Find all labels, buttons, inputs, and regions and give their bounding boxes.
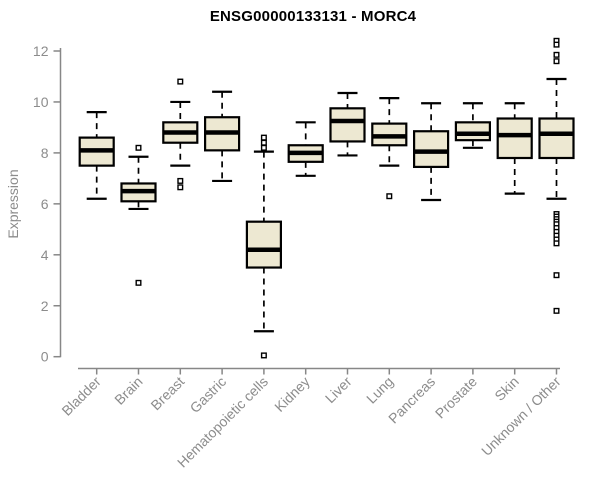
x-tick-label: Prostate	[432, 373, 480, 421]
box-liver	[329, 107, 366, 143]
x-tick-label: Bladder	[58, 373, 104, 419]
x-tick-label: Liver	[322, 373, 355, 406]
x-tick-label-group: Bladder	[58, 373, 104, 419]
outlier-breast	[177, 177, 184, 184]
y-tick-label: 2	[41, 298, 49, 314]
outlier-unknown-other	[553, 58, 560, 65]
box-prostate	[454, 121, 491, 142]
chart-title: ENSG00000133131 - MORC4	[209, 8, 417, 25]
y-tick-label: 10	[33, 94, 49, 110]
outlier-brain	[135, 144, 142, 151]
x-tick-label-group: Brain	[111, 373, 145, 407]
box-skin	[496, 117, 533, 160]
outlier-unknown-other	[553, 240, 560, 247]
outlier-lung	[386, 193, 393, 200]
x-tick-label: Brain	[111, 373, 145, 407]
outlier-breast	[177, 184, 184, 191]
x-tick-label-group: Unknown / Other	[478, 373, 564, 459]
x-tick-label: Unknown / Other	[478, 373, 564, 459]
x-tick-label: Skin	[491, 373, 522, 404]
box-pancreas	[413, 130, 450, 169]
x-tick-label: Lung	[363, 373, 396, 406]
y-tick-label: 8	[41, 145, 49, 161]
x-tick-label-group: Prostate	[432, 373, 480, 421]
x-tick-label-group: Lung	[363, 373, 396, 406]
x-tick-label-group: Kidney	[271, 373, 313, 415]
outlier-hematopoietic-cells	[260, 139, 267, 146]
box-unknown-other	[538, 117, 575, 160]
outlier-unknown-other	[553, 41, 560, 48]
outlier-breast	[177, 78, 184, 85]
x-tick-label-group: Breast	[147, 373, 187, 413]
outlier-hematopoietic-cells	[260, 134, 267, 141]
outlier-unknown-other	[553, 307, 560, 314]
y-tick-label: 6	[41, 196, 49, 212]
outlier-hematopoietic-cells	[260, 144, 267, 151]
outlier-hematopoietic-cells	[260, 352, 267, 359]
outlier-unknown-other	[553, 51, 560, 58]
y-tick-label: 0	[41, 349, 49, 365]
box-hematopoietic-cells	[245, 220, 282, 269]
outlier-brain	[135, 279, 142, 286]
x-tick-label: Breast	[147, 373, 187, 413]
x-tick-label: Kidney	[271, 373, 313, 415]
x-tick-label-group: Skin	[491, 373, 522, 404]
x-tick-label-group: Liver	[322, 373, 355, 406]
y-tick-label: 4	[41, 247, 49, 263]
y-tick-label: 12	[33, 43, 49, 59]
outlier-unknown-other	[553, 272, 560, 279]
